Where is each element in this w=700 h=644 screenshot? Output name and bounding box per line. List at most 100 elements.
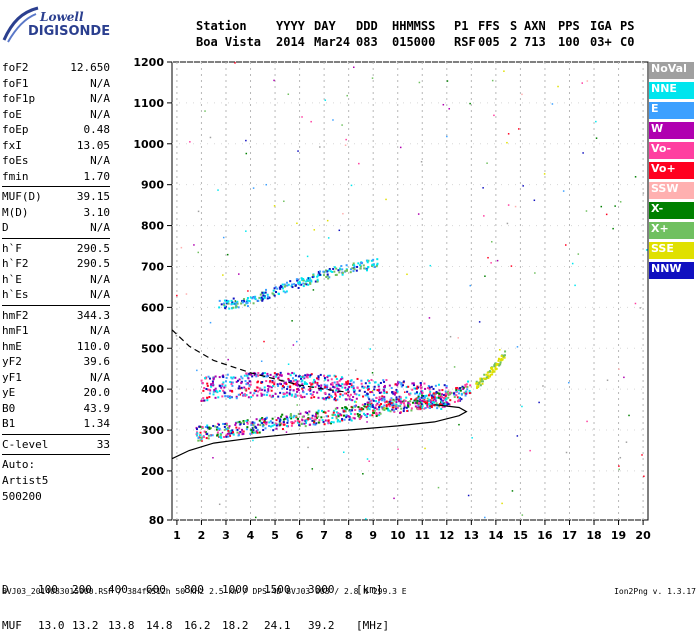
echo-point xyxy=(395,398,398,401)
echo-point xyxy=(282,418,285,421)
param-value: 290.5 xyxy=(76,241,110,255)
echo-point xyxy=(329,422,332,425)
echo-point xyxy=(424,387,427,390)
echo-point xyxy=(280,422,283,425)
plot-frame xyxy=(171,61,649,521)
echo-point xyxy=(457,389,460,392)
echo-point xyxy=(343,392,346,395)
echo-point xyxy=(241,377,244,380)
echo-point xyxy=(237,434,240,437)
echo-point xyxy=(487,376,490,379)
echo-point xyxy=(458,396,461,399)
noise-point xyxy=(369,348,372,350)
noise-point xyxy=(365,518,367,520)
echo-point xyxy=(373,266,376,269)
echo-point xyxy=(256,431,259,434)
echo-point xyxy=(383,399,386,402)
noise-point xyxy=(521,514,524,516)
echo-point xyxy=(324,411,327,414)
echo-point xyxy=(422,395,425,398)
echo-point xyxy=(376,408,379,411)
noise-point xyxy=(234,300,237,302)
echo-point xyxy=(272,289,275,292)
echo-point xyxy=(485,376,488,379)
echo-point xyxy=(385,391,388,394)
echo-point xyxy=(311,419,314,422)
echo-point xyxy=(333,266,336,269)
noise-point xyxy=(404,391,406,393)
echo-point xyxy=(389,398,392,401)
echo-point xyxy=(360,408,363,411)
noise-point xyxy=(185,293,188,295)
echo-point xyxy=(404,400,407,403)
noise-point xyxy=(446,80,449,82)
noise-point xyxy=(324,99,327,101)
echo-point xyxy=(279,382,282,385)
echo-point xyxy=(498,364,501,367)
echo-point xyxy=(266,384,269,387)
echo-point xyxy=(347,390,350,393)
echo-point xyxy=(482,377,485,380)
echo-point xyxy=(296,380,299,383)
echo-point xyxy=(461,385,464,388)
echo-point xyxy=(376,402,379,405)
echo-point xyxy=(210,383,213,386)
echo-point xyxy=(236,379,239,382)
echo-point xyxy=(418,396,421,399)
echo-point xyxy=(356,412,359,415)
echo-point xyxy=(391,391,394,394)
echo-point xyxy=(295,415,298,418)
echo-point xyxy=(244,380,247,383)
noise-point xyxy=(236,421,239,424)
echo-point xyxy=(378,414,381,417)
echo-point xyxy=(407,405,410,408)
echo-point xyxy=(485,373,488,376)
noise-point xyxy=(437,486,440,489)
echo-point xyxy=(199,425,202,428)
echo-point xyxy=(415,391,418,394)
echo-point xyxy=(343,383,346,386)
echo-point xyxy=(297,286,300,289)
echo-point xyxy=(340,376,343,379)
echo-point xyxy=(271,424,274,427)
echo-point xyxy=(226,428,229,431)
echo-point xyxy=(406,390,409,393)
noise-point xyxy=(209,136,212,139)
echo-point xyxy=(225,299,228,302)
echo-point xyxy=(328,393,331,396)
header-label: IGA xyxy=(590,19,612,33)
echo-point xyxy=(360,415,363,418)
echo-point xyxy=(317,376,320,379)
echo-point xyxy=(273,381,276,384)
echo-point xyxy=(241,431,244,434)
echo-point xyxy=(309,387,312,390)
echo-point xyxy=(351,409,354,412)
echo-point xyxy=(218,389,221,392)
echo-point xyxy=(428,386,431,389)
echo-point xyxy=(321,419,324,422)
echo-point xyxy=(261,299,264,302)
echo-point xyxy=(449,393,452,396)
noise-point xyxy=(562,190,565,192)
param-row: foEs N/A xyxy=(2,153,110,169)
echo-point xyxy=(350,382,353,385)
echo-point xyxy=(282,393,285,396)
noise-point xyxy=(249,421,251,423)
echo-point xyxy=(281,287,284,290)
echo-point xyxy=(319,386,322,389)
echo-point xyxy=(302,282,305,285)
echo-point xyxy=(310,279,313,282)
echo-point xyxy=(299,394,302,397)
echo-point xyxy=(345,268,348,271)
echo-point xyxy=(301,390,304,393)
echo-point xyxy=(253,374,256,377)
x-tick-label: 20 xyxy=(635,529,651,542)
echo-point xyxy=(335,395,338,398)
noise-point xyxy=(595,137,598,139)
echo-point xyxy=(312,381,315,384)
param-label: D xyxy=(2,221,9,234)
echo-point xyxy=(353,265,356,268)
noise-point xyxy=(496,259,499,262)
echo-point xyxy=(364,413,367,416)
echo-point xyxy=(429,403,432,406)
